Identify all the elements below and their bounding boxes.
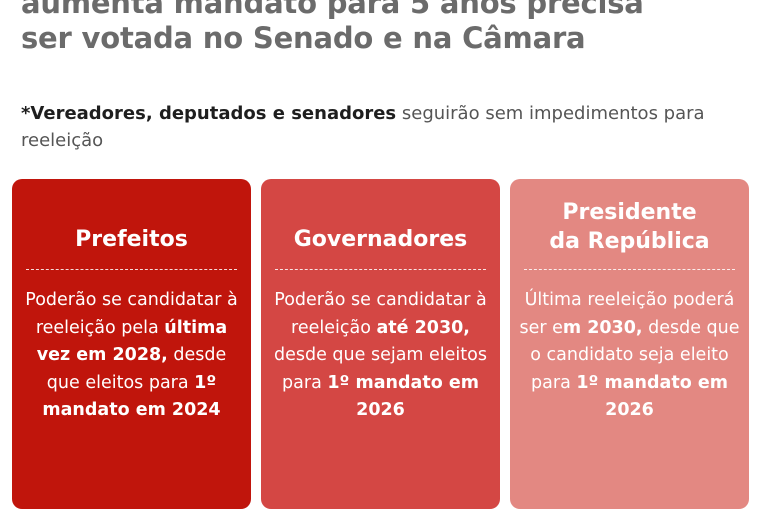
dashed-divider <box>524 269 735 270</box>
body-text: desde que eleitos para <box>46 345 227 393</box>
body-bold-text: 1º mandato em 2024 <box>42 372 221 421</box>
card-title: Presidente da República <box>510 198 749 256</box>
headline-line-2: ser votada no Senado e na Câmara <box>21 21 586 55</box>
body-text: Poderão se candidatar à reeleição <box>274 290 487 338</box>
dashed-divider <box>26 269 237 270</box>
headline: aumenta mandato para 5 anos precisa ser … <box>21 0 741 56</box>
card-presidente: Presidente da República Última reeleição … <box>510 179 749 509</box>
body-text: desde que o candidato seja eleito para <box>530 317 740 393</box>
body-bold-text: última vez em 2028, <box>36 317 228 366</box>
body-text: Última reeleição poderá ser e <box>519 290 735 338</box>
subtitle-bold: *Vereadores, deputados e senadores <box>21 103 397 124</box>
body-bold-text: 1º mandato em 2026 <box>327 372 479 421</box>
card-title: Prefeitos <box>75 227 188 252</box>
card-title-line-1: Presidente <box>562 200 697 225</box>
card-title: Governadores <box>293 227 468 252</box>
card-title-line-2: da República <box>549 229 710 254</box>
card-governadores: Governadores Poderão se candidatar à ree… <box>261 179 500 509</box>
dashed-divider <box>275 269 486 270</box>
body-text: desde que sejam eleitos para <box>274 345 487 393</box>
subtitle: *Vereadores, deputados e senadores segui… <box>21 100 741 154</box>
card-body: Poderão se candidatar à reeleição até 20… <box>269 287 492 425</box>
body-bold-text: m 2030, <box>562 317 643 338</box>
body-bold-text: 1º mandato em 2026 <box>576 372 728 421</box>
body-bold-text: até 2030, <box>376 317 470 338</box>
card-body: Poderão se candidatar à reeleição pela ú… <box>20 287 243 425</box>
headline-line-1: aumenta mandato para 5 anos precisa <box>21 0 644 20</box>
subtitle-rest: seguirão sem impedimentos para reeleição <box>21 103 705 151</box>
body-text: Poderão se candidatar à reeleição pela <box>25 290 238 338</box>
card-prefeitos: Prefeitos Poderão se candidatar à reelei… <box>12 179 251 509</box>
card-body: Última reeleição poderá ser em 2030, des… <box>518 287 741 425</box>
